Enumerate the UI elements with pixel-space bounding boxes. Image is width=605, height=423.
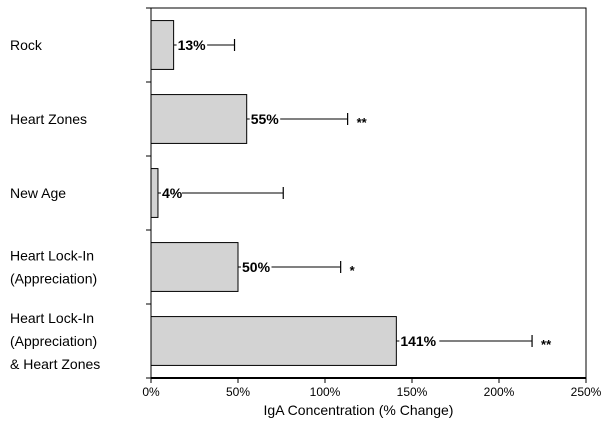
error-bars xyxy=(157,39,533,347)
x-axis-ticks: 0% 50% 100% 150% 200% 250% xyxy=(142,378,602,399)
bar xyxy=(150,242,239,292)
value-label: 50% xyxy=(242,259,271,275)
value-label-bg xyxy=(241,258,272,276)
x-tick-label: 150% xyxy=(397,385,428,399)
value-label-bg xyxy=(160,184,182,202)
category-label-line: New Age xyxy=(10,185,66,201)
x-tick-label: 50% xyxy=(226,385,250,399)
category-label-line: Heart Lock-In xyxy=(10,248,94,264)
bar xyxy=(150,168,159,218)
bar xyxy=(150,20,175,70)
category-label-line: (Appreciation) xyxy=(10,271,97,287)
category-label-line: Rock xyxy=(10,37,43,53)
bar xyxy=(150,316,397,366)
category-label: Heart Lock-In (Appreciation) & Heart Zones xyxy=(10,310,100,372)
category-label-line: & Heart Zones xyxy=(10,356,100,372)
value-label: 13% xyxy=(178,37,207,53)
x-tick-label: 0% xyxy=(142,385,160,399)
value-labels: 13% 55% 4% 50% 141% xyxy=(160,36,440,350)
x-axis-title: IgA Concentration (% Change) xyxy=(264,402,454,418)
category-label-line: Heart Lock-In xyxy=(10,310,94,326)
value-label-bg xyxy=(249,110,281,128)
value-label: 4% xyxy=(162,185,183,201)
category-label: Heart Zones xyxy=(10,111,87,127)
category-label: Rock xyxy=(10,37,43,53)
bar xyxy=(150,94,248,144)
significance-marker: * xyxy=(350,263,356,278)
category-label: New Age xyxy=(10,185,66,201)
x-tick-label: 200% xyxy=(484,385,515,399)
value-label: 141% xyxy=(400,333,436,349)
significance-markers: ***** xyxy=(350,115,552,352)
value-label-bg xyxy=(176,36,208,54)
value-label-bg xyxy=(399,332,440,350)
category-label: Heart Lock-In (Appreciation) xyxy=(10,248,97,287)
significance-marker: ** xyxy=(357,115,368,130)
bars xyxy=(150,20,397,366)
significance-marker: ** xyxy=(541,337,552,352)
x-tick-label: 250% xyxy=(571,385,602,399)
x-tick-label: 100% xyxy=(310,385,341,399)
category-label-line: (Appreciation) xyxy=(10,333,97,349)
category-label-line: Heart Zones xyxy=(10,111,87,127)
category-labels: Rock Heart Zones New Age Heart Lock-In (Appr… xyxy=(10,37,100,372)
value-label: 55% xyxy=(251,111,280,127)
